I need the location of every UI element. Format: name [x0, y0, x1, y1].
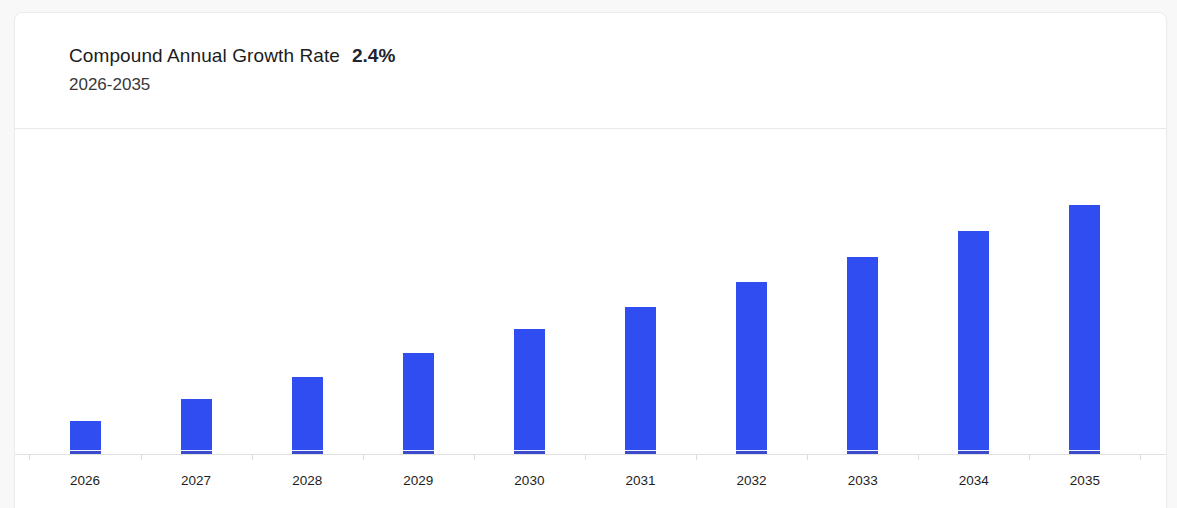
bar-main-segment: [403, 353, 434, 450]
x-axis-tick: [1029, 455, 1030, 460]
x-axis-tick: [363, 455, 364, 460]
x-axis-tick: [696, 455, 697, 460]
x-axis-label: 2026: [50, 473, 120, 488]
x-axis-tick: [918, 455, 919, 460]
bar-2035[interactable]: [1069, 205, 1100, 454]
bar-2026[interactable]: [70, 421, 101, 454]
bar-base-segment: [70, 451, 101, 454]
x-axis-label: 2035: [1050, 473, 1120, 488]
x-axis-label: 2027: [161, 473, 231, 488]
bar-chart: 2026 2027 2028 2029 2030 2031 2032 2033 2034 2035: [15, 13, 1166, 508]
bar-base-segment: [625, 451, 656, 454]
bar-base-segment: [403, 451, 434, 454]
page-background: Compound Annual Growth Rate 2.4% 2026-20…: [0, 0, 1177, 508]
bar-main-segment: [847, 257, 878, 450]
bar-2030[interactable]: [514, 329, 545, 454]
x-axis-tick: [141, 455, 142, 460]
cagr-chart-card: Compound Annual Growth Rate 2.4% 2026-20…: [14, 12, 1167, 508]
x-axis-label: 2032: [717, 473, 787, 488]
x-axis-label: 2031: [606, 473, 676, 488]
x-axis-line: [15, 454, 1166, 455]
x-axis-tick: [474, 455, 475, 460]
x-axis-tick: [252, 455, 253, 460]
bar-main-segment: [736, 282, 767, 450]
bar-base-segment: [847, 451, 878, 454]
bar-main-segment: [514, 329, 545, 450]
bar-main-segment: [625, 307, 656, 450]
bar-base-segment: [181, 451, 212, 454]
x-axis-label: 2033: [828, 473, 898, 488]
bar-base-segment: [958, 451, 989, 454]
bar-base-segment: [1069, 451, 1100, 454]
bar-2032[interactable]: [736, 282, 767, 454]
x-axis-label: 2030: [494, 473, 564, 488]
bar-2029[interactable]: [403, 353, 434, 454]
bar-main-segment: [1069, 205, 1100, 450]
x-axis-label: 2034: [939, 473, 1009, 488]
bar-base-segment: [292, 451, 323, 454]
x-axis-tick: [29, 455, 30, 460]
bar-2028[interactable]: [292, 377, 323, 454]
x-axis-tick: [807, 455, 808, 460]
bar-main-segment: [292, 377, 323, 450]
x-axis-label: 2028: [272, 473, 342, 488]
x-axis-tick: [585, 455, 586, 460]
x-axis-tick: [1140, 455, 1141, 460]
bar-main-segment: [70, 421, 101, 450]
bar-main-segment: [181, 399, 212, 450]
bar-2031[interactable]: [625, 307, 656, 454]
bar-2034[interactable]: [958, 231, 989, 454]
bar-main-segment: [958, 231, 989, 450]
x-axis-label: 2029: [383, 473, 453, 488]
bar-base-segment: [514, 451, 545, 454]
bar-2027[interactable]: [181, 399, 212, 454]
bar-2033[interactable]: [847, 257, 878, 454]
bar-base-segment: [736, 451, 767, 454]
